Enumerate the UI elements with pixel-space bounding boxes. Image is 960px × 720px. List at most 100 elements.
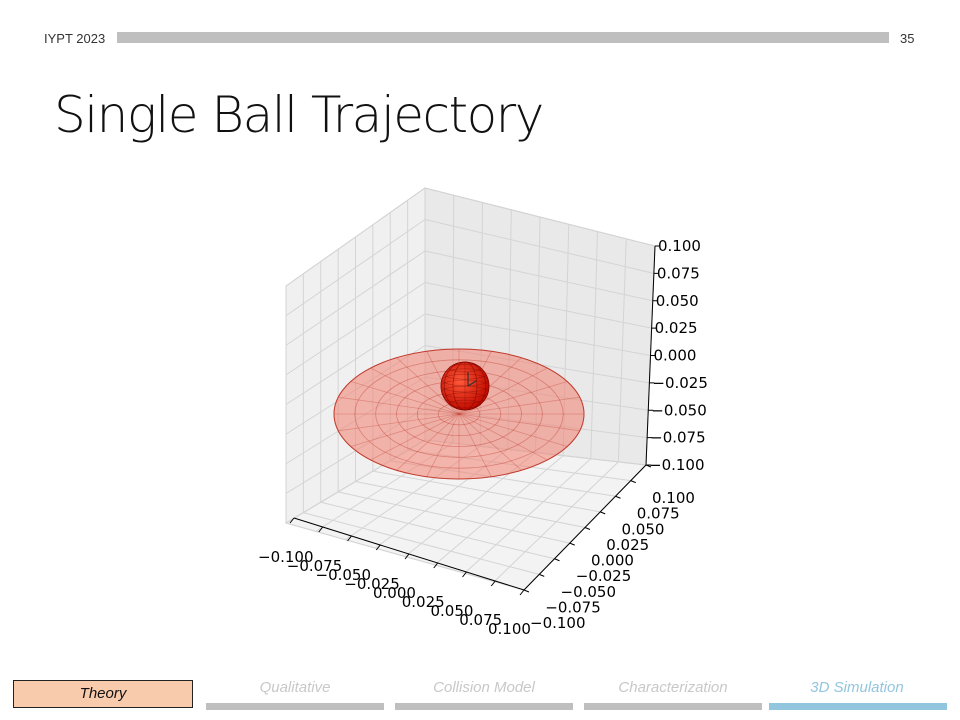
axis-ticks [289,245,660,596]
nav-item-3d-simulation[interactable]: 3D Simulation [810,679,904,696]
nav-bar-3d-simulation [769,703,947,710]
ball-marker-diagonal [467,380,477,387]
page-number: 35 [900,31,915,46]
disk-spoke [458,396,580,415]
z-tick-label: −0.100 [649,456,705,474]
slide-title: Single Ball Trajectory [54,86,544,144]
disk-spoke [458,413,522,471]
grid-line [434,455,564,566]
nav-item-collision-model[interactable]: Collision Model [433,679,535,696]
x-tick-label: −0.050 [316,566,372,584]
disk-spoke [370,367,460,415]
z-tick-label: 0.100 [658,237,701,255]
disk-spoke [458,413,492,477]
header-label: IYPT 2023 [44,31,106,46]
z-tick-label: 0.025 [655,319,698,337]
grid-line [285,313,426,405]
x-tick [318,526,324,533]
y-tick [630,480,636,484]
z-tick-label: −0.025 [652,374,708,392]
grid-line [372,470,601,513]
y-tick-label: −0.075 [545,598,601,616]
disk-spoke [350,413,460,447]
nav-item-characterization[interactable]: Characterization [618,679,728,696]
disk-spoke [350,381,460,415]
y-tick [584,527,591,530]
y-tick-label: 0.025 [606,536,649,554]
x-tick [404,553,410,560]
grid-line [285,219,426,317]
x-tick [462,571,467,578]
y-tick-label: 0.050 [622,520,665,538]
tick-labels: −0.100−0.075−0.050−0.0250.0000.0250.0500… [258,237,708,638]
x-tick-label: −0.100 [258,548,314,566]
disk-spoke [458,381,568,415]
disk-spoke [396,413,460,471]
disk-spoke [426,413,460,477]
grid-line [464,458,592,574]
disk-spoke [338,396,460,415]
nav-bar-collision-model [395,703,573,710]
x-tick [289,517,295,524]
x-tick [433,562,439,569]
nav-bar-characterization [584,703,762,710]
disk-ring [333,348,585,480]
z-tick-label: 0.050 [656,292,699,310]
y-tick [600,511,606,515]
grid-line [424,187,656,247]
x-tick-label: 0.000 [373,584,416,602]
disk-spoke [338,413,460,432]
grid-line [424,282,652,329]
x-tick-label: 0.075 [459,611,502,629]
nav-theory-button[interactable]: Theory [13,680,193,708]
disk-spoke [458,413,568,447]
y-tick-label: 0.075 [637,505,680,523]
y-tick-label: 0.000 [591,552,634,570]
nav-item-qualitative[interactable]: Qualitative [259,679,331,696]
y-tick [539,573,545,577]
nav-bar-qualitative [206,703,384,710]
disk-spoke [458,413,548,461]
z-tick-label: −0.075 [650,429,706,447]
x-tick-label: 0.100 [488,620,531,638]
disk-mesh [333,348,585,480]
x-tick [519,589,525,596]
grid-line [285,282,426,376]
y-tick-label: 0.100 [652,489,695,507]
y-tick-label: −0.100 [530,614,586,632]
header-bar [117,32,889,43]
y-tick [523,589,530,593]
x-tick-label: −0.025 [344,575,400,593]
disk-spoke [396,357,460,415]
grid-line [493,461,619,582]
x-tick-label: −0.075 [287,557,343,575]
disk-spoke [370,413,460,461]
grid-line [285,250,426,346]
grid-line [424,313,651,356]
y-tick [554,558,560,562]
x-tick-label: 0.050 [431,602,474,620]
x-tick [490,580,496,587]
z-tick-label: 0.000 [654,347,697,365]
x-tick [375,544,381,551]
grid-line [590,231,598,459]
y-tick-label: −0.050 [561,583,617,601]
y-tick [615,495,621,499]
y-tick-label: −0.025 [576,567,632,585]
disk-spoke [458,413,580,432]
disk-ellipse [333,348,585,480]
y-tick [569,542,575,546]
disk-surface [333,348,585,480]
ball-longitude [443,361,487,411]
grid-line [424,219,654,274]
ball-mesh [440,361,490,411]
z-tick-label: 0.075 [657,264,700,282]
grid-line [617,238,627,462]
ball [440,361,490,411]
grid-line [285,187,426,287]
disk-ring [354,359,564,469]
x-tick [347,535,352,542]
x-tick-label: 0.025 [402,593,445,611]
grid-line [424,250,653,302]
